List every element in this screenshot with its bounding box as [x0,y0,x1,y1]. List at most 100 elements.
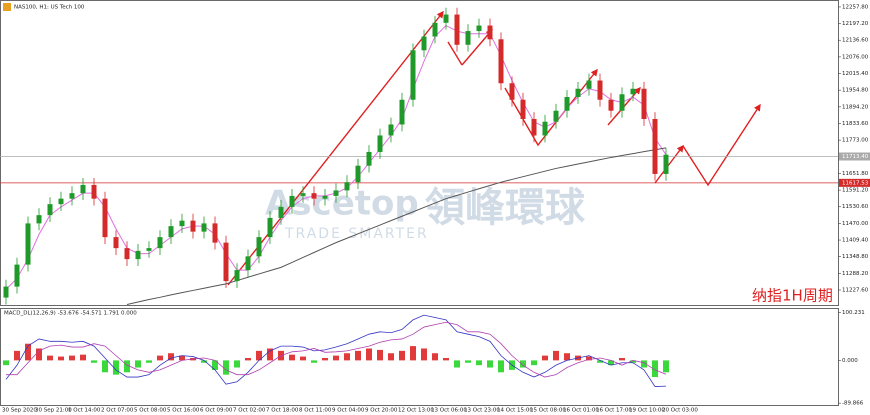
candle-body [58,198,64,205]
x-tick-label: 16 Oct 01:00 [563,408,599,414]
candle-body [256,237,262,257]
moving-average [126,147,667,305]
macd-bar [36,348,42,361]
arrow [682,103,761,187]
candle-body [366,151,372,166]
arrow [654,144,684,184]
candle-body [124,248,130,260]
x-tick-label: 20 Oct 03:00 [662,408,698,414]
candle-body [300,193,306,196]
macd-bar [366,348,372,361]
candle-body [212,223,218,243]
projection-arrows [227,10,761,286]
x-tick-label: 5 Oct 08:00 [134,408,167,414]
symbol-icon [3,3,11,11]
macd-bar [157,355,163,361]
candle-body [47,204,53,216]
y-tick-label: 12136.60 [842,38,869,44]
y-tick-label: 12015.40 [842,71,869,77]
x-tick-label: 13 Oct 23:00 [464,408,500,414]
macd-bar [608,360,614,366]
macd-bar [399,350,405,361]
x-tick-label: 8 Oct 11:00 [299,408,332,414]
macd-bar [388,353,394,361]
candle-body [619,94,625,111]
candle-body [509,83,515,100]
candle-body [344,182,350,191]
macd-line [6,321,667,378]
x-tick-label: 6 Oct 09:00 [200,408,233,414]
candle-body [399,99,405,125]
candle-body [410,50,416,100]
candle-body [553,110,559,122]
y-tick-label: 11833.60 [842,121,869,127]
candle-body [454,14,460,45]
macd-bar [201,360,207,363]
x-tick-label: 5 Oct 16:00 [167,408,200,414]
candle-body [597,80,603,100]
macd-bar [113,360,119,375]
x-tick-label: 30 Sep 21:00 [35,408,72,414]
macd-bar [102,360,108,373]
x-tick-label: 14 Oct 15:00 [497,408,533,414]
candle-body [201,223,207,232]
annotation: 纳指1H周期 [752,287,833,305]
y-tick-label: 11591.20 [842,188,869,194]
candle-body [322,195,328,199]
candle-body [542,121,548,136]
macd-bar [498,360,504,373]
candle-body [586,80,592,89]
macd-bar [630,360,636,363]
macd-bar [25,343,31,361]
macd-bar [410,346,416,361]
watermark-cn: 領峰環球 [425,185,586,231]
candle-body [289,195,295,207]
y-tick-label: 11288.20 [842,271,869,277]
arrow [447,41,463,66]
y-tick-label: 11227.60 [842,287,869,293]
candle-body [14,264,20,287]
x-tick-label: 1 Oct 14:00 [68,408,101,414]
candle-body [168,226,174,238]
candle-body [476,25,482,32]
macd-bar [47,355,53,361]
x-tick-label: 30 Sep 2020 [2,408,37,414]
macd-bar [652,360,658,378]
macd-bar [267,348,273,361]
candle-body [80,184,86,194]
y-tick-label: 11470.00 [842,221,869,227]
macd-bar [443,358,449,361]
macd-bar [641,360,647,368]
moving-average [5,24,667,290]
watermark: Ascetop 領峰環球 TRADE SMARTER [265,184,586,243]
macd-frame [0,308,839,406]
macd-bar [3,360,9,366]
x-tick-label: 7 Oct 02:00 [233,408,266,414]
macd-bar [564,353,570,361]
y-tick-label: 12257.80 [842,4,869,10]
y-tick-label: 11409.40 [842,238,869,244]
candle-body [465,31,471,45]
macd-bar [179,355,185,361]
candle-body [652,118,658,174]
candle-body [520,99,526,119]
macd-bar [377,349,383,361]
macd-bar [300,356,306,361]
macd-bar [91,360,97,363]
price-level-label: 11617.53 [842,180,869,186]
candle-body [531,118,537,136]
x-tick-label: 19 Oct 10:00 [629,408,665,414]
macd-bar [69,355,75,361]
x-tick-label: 15 Oct 08:00 [530,408,566,414]
y-tick-label: 11530.60 [842,204,869,210]
candle-body [91,184,97,199]
candle-body [498,39,504,84]
y-tick-label: 11651.80 [842,171,869,177]
macd-bar [542,355,548,361]
candle-body [575,88,581,97]
macd-bar [663,360,669,373]
candle-body [179,220,185,227]
macd-bar [476,360,482,366]
candle-body [146,248,152,251]
